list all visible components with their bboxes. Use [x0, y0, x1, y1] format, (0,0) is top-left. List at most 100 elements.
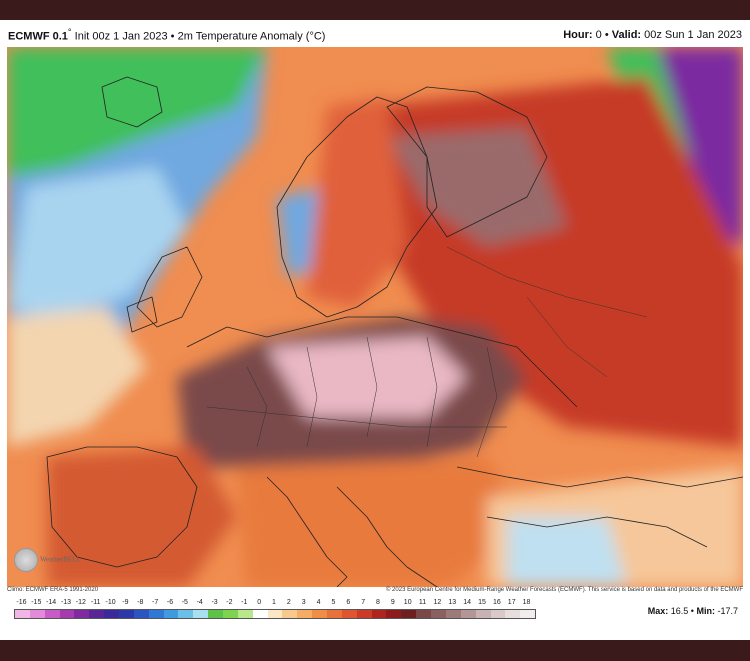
colorbar-tick-label: -9	[122, 599, 129, 606]
valid-value: 00z Sun 1 Jan 2023	[644, 29, 742, 41]
colorbar-tick-label: -5	[181, 599, 188, 606]
colorbar-tick-label: -16	[16, 599, 27, 606]
colorbar-swatch	[475, 610, 491, 618]
max-min-stats: Max: 16.5 • Min: -17.7	[648, 606, 738, 616]
colorbar-tick-label: -8	[137, 599, 144, 606]
hour-value: 0	[595, 29, 602, 41]
hour-label: Hour:	[563, 29, 593, 41]
degree-mark: °	[67, 27, 72, 38]
borders	[206, 246, 648, 458]
colorbar-tick-label: -4	[196, 599, 203, 606]
colorbar-swatch	[193, 610, 209, 618]
colorbar-tick-label: -1	[241, 599, 248, 606]
colorbar-tick-label: 17	[507, 599, 516, 606]
logo-text: WeatherBELL	[40, 555, 81, 564]
colorbar-tick-label: 0	[257, 599, 262, 606]
colorbar-swatch	[59, 610, 75, 618]
colorbar-swatch	[282, 610, 298, 618]
colorbar-swatch	[341, 610, 357, 618]
colorbar-swatch	[29, 610, 45, 618]
colorbar-swatch	[104, 610, 120, 618]
colorbar-swatch	[208, 610, 224, 618]
colorbar-tick-label: -7	[152, 599, 159, 606]
colorbar-swatch	[89, 610, 105, 618]
colorbar-swatch	[267, 610, 283, 618]
colorbar-swatch	[148, 610, 164, 618]
colorbar-swatch	[223, 610, 238, 618]
colorbar-tick-label: 7	[361, 599, 366, 606]
colorbar-swatch	[178, 610, 194, 618]
anomaly-field	[7, 47, 743, 587]
colorbar-tick-label: 2	[286, 599, 291, 606]
product-name: 2m Temperature Anomaly (°C)	[177, 30, 326, 43]
colorbar-tick-label: 4	[316, 599, 321, 606]
colorbar-tick-label: -6	[166, 599, 174, 606]
colorbar-swatch	[520, 610, 536, 618]
header-left: ECMWF 0.1° Init 00z 1 Jan 2023 • 2m Temp…	[8, 27, 325, 43]
colorbar-tick-label: -11	[90, 599, 101, 606]
colorbar-tick-labels: -16 -15 -14 -13 -12 -11 -10 -9 -8 -7 -6 -5 -4 -3 -2 -1 0…	[14, 599, 534, 609]
climo-credit: Climo: ECMWF ERA-5 1991-2020	[7, 587, 99, 593]
stats-separator: •	[690, 606, 694, 616]
colorbar-swatch	[460, 610, 476, 618]
colorbar	[14, 609, 536, 619]
colorbar-swatch	[505, 610, 521, 618]
min-label: Min:	[696, 606, 715, 616]
colorbar-tick-label: 13	[448, 599, 457, 606]
colorbar-swatch	[237, 610, 253, 618]
colorbar-swatch	[312, 610, 328, 618]
colorbar-tick-label: -2	[226, 599, 233, 606]
colorbar-swatch	[327, 610, 342, 618]
init-time: Init 00z 1 Jan 2023	[74, 30, 168, 43]
temperature-anomaly-map	[7, 47, 743, 587]
colorbar-tick-label: 1	[272, 599, 276, 606]
model-name: ECMWF 0.1	[8, 30, 68, 43]
coastlines	[46, 76, 743, 587]
min-value: -17.7	[717, 606, 738, 616]
colorbar-swatch	[133, 610, 149, 618]
max-value: 16.5	[670, 606, 689, 616]
colorbar-swatch	[445, 610, 461, 618]
colorbar-tick-label: 3	[301, 599, 306, 606]
copyright-credit: © 2023 European Centre for Medium-Range …	[385, 587, 743, 593]
colorbar-swatch	[119, 610, 134, 618]
colorbar-swatch	[15, 610, 30, 618]
header-right: Hour: 0 • Valid: 00z Sun 1 Jan 2023	[563, 29, 742, 41]
colorbar-swatch	[416, 610, 432, 618]
weatherbell-logo: WeatherBELL	[14, 548, 81, 572]
map-header: ECMWF 0.1° Init 00z 1 Jan 2023 • 2m Temp…	[8, 26, 742, 44]
colorbar-swatch	[431, 610, 446, 618]
colorbar-tick-label: 18	[522, 599, 531, 606]
colorbar-swatch	[74, 610, 90, 618]
colorbar-tick-label: 12	[433, 599, 442, 606]
colorbar-tick-label: -3	[211, 599, 218, 606]
colorbar-tick-label: -13	[60, 599, 72, 606]
colorbar-swatch	[386, 610, 402, 618]
map-canvas	[7, 47, 743, 587]
colorbar-tick-label: 10	[403, 599, 412, 606]
colorbar-swatch	[401, 610, 417, 618]
logo-mark-icon	[14, 548, 38, 572]
colorbar-tick-label: 16	[492, 599, 501, 606]
colorbar-tick-label: -10	[105, 599, 116, 606]
bullet: •	[170, 30, 175, 43]
colorbar-tick-label: 11	[418, 599, 427, 606]
max-label: Max:	[647, 606, 669, 616]
colorbar-swatch	[252, 610, 268, 618]
colorbar-tick-label: -15	[31, 599, 42, 606]
colorbar-swatch	[356, 610, 372, 618]
colorbar-swatch	[44, 610, 60, 618]
valid-label: Valid:	[611, 29, 642, 41]
colorbar-tick-label: 15	[478, 599, 486, 606]
credits-row: Climo: ECMWF ERA-5 1991-2020 © 2023 Euro…	[7, 587, 743, 597]
colorbar-tick-label: 6	[346, 599, 351, 606]
colorbar-swatch	[297, 610, 313, 618]
colorbar-swatch	[163, 610, 179, 618]
colorbar-swatch	[371, 610, 387, 618]
colorbar-tick-label: 5	[331, 599, 336, 606]
map-panel: ECMWF 0.1° Init 00z 1 Jan 2023 • 2m Temp…	[0, 20, 750, 640]
colorbar-tick-label: 9	[390, 599, 395, 606]
colorbar-swatch	[490, 610, 506, 618]
colorbar-tick-label: -12	[75, 599, 86, 606]
colorbar-tick-label: 14	[463, 599, 472, 606]
